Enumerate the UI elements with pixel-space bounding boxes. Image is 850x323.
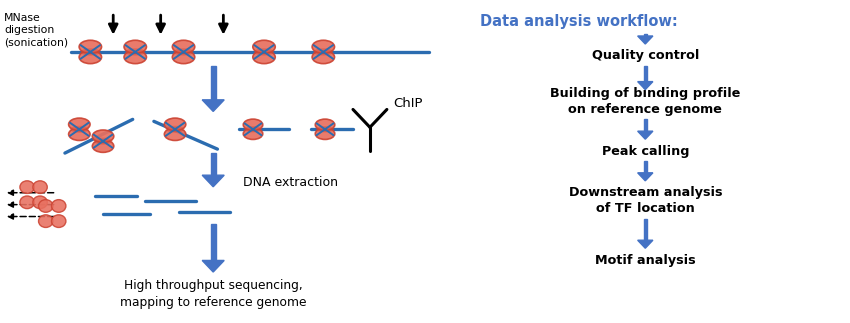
Ellipse shape	[33, 196, 48, 209]
Ellipse shape	[38, 215, 53, 227]
Text: ChIP: ChIP	[393, 97, 422, 110]
Ellipse shape	[79, 50, 101, 64]
Text: Peak calling: Peak calling	[602, 145, 689, 158]
Ellipse shape	[52, 215, 66, 227]
Ellipse shape	[315, 119, 335, 130]
Bar	[211, 153, 216, 175]
Bar	[211, 224, 216, 260]
Polygon shape	[638, 240, 653, 248]
Ellipse shape	[252, 40, 275, 53]
Polygon shape	[202, 175, 224, 187]
Ellipse shape	[173, 40, 195, 53]
Ellipse shape	[173, 48, 193, 56]
Text: Building of binding profile
on reference genome: Building of binding profile on reference…	[550, 87, 740, 116]
Ellipse shape	[69, 128, 90, 141]
Ellipse shape	[173, 50, 195, 64]
Ellipse shape	[20, 181, 34, 193]
Text: Quality control: Quality control	[592, 49, 699, 62]
Bar	[643, 66, 647, 82]
Ellipse shape	[164, 128, 186, 141]
Text: Data analysis workflow:: Data analysis workflow:	[480, 14, 677, 29]
Text: Downstream analysis
of TF location: Downstream analysis of TF location	[569, 186, 722, 215]
Ellipse shape	[79, 40, 101, 53]
Ellipse shape	[316, 126, 333, 132]
Bar	[643, 161, 647, 173]
Ellipse shape	[312, 40, 335, 53]
Bar	[643, 120, 647, 131]
Ellipse shape	[33, 181, 48, 193]
Text: Motif analysis: Motif analysis	[595, 254, 695, 267]
Polygon shape	[202, 100, 224, 111]
Polygon shape	[638, 131, 653, 139]
Ellipse shape	[243, 119, 263, 130]
Ellipse shape	[164, 118, 186, 130]
Polygon shape	[638, 36, 653, 44]
Ellipse shape	[245, 126, 262, 132]
Ellipse shape	[254, 48, 274, 56]
Ellipse shape	[93, 130, 114, 142]
Ellipse shape	[70, 126, 88, 133]
Text: MNase
digestion
(sonication): MNase digestion (sonication)	[4, 13, 68, 47]
Ellipse shape	[93, 140, 114, 152]
Ellipse shape	[126, 48, 145, 56]
Ellipse shape	[243, 128, 263, 140]
Polygon shape	[638, 82, 653, 89]
Ellipse shape	[52, 200, 66, 212]
Ellipse shape	[166, 126, 184, 133]
Bar	[211, 66, 216, 100]
Polygon shape	[638, 173, 653, 181]
Ellipse shape	[315, 128, 335, 140]
Ellipse shape	[38, 200, 53, 212]
Polygon shape	[202, 260, 224, 272]
Ellipse shape	[314, 48, 333, 56]
Bar	[643, 34, 647, 36]
Ellipse shape	[81, 48, 100, 56]
Ellipse shape	[124, 50, 146, 64]
Ellipse shape	[20, 196, 34, 209]
Ellipse shape	[252, 50, 275, 64]
Ellipse shape	[94, 138, 112, 145]
Text: High throughput sequencing,
mapping to reference genome: High throughput sequencing, mapping to r…	[120, 279, 307, 309]
Ellipse shape	[312, 50, 335, 64]
Ellipse shape	[69, 118, 90, 130]
Bar	[643, 218, 647, 240]
Text: DNA extraction: DNA extraction	[243, 176, 337, 189]
Ellipse shape	[124, 40, 146, 53]
